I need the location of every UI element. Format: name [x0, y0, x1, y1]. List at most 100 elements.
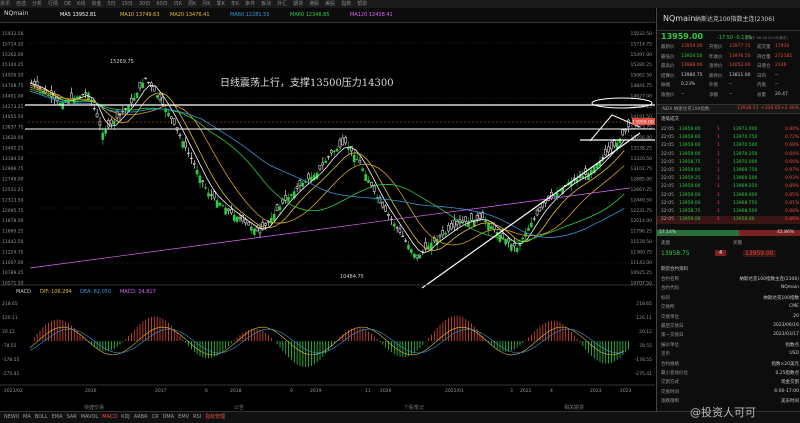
price-axis-label: 11360.75	[631, 249, 653, 255]
indicator-tab[interactable]: KDJ	[121, 414, 130, 420]
top-menu-item[interactable]: 年K	[230, 1, 240, 7]
top-menu-item[interactable]: 30日	[138, 1, 151, 7]
indicator-tab[interactable]: 指标管理	[205, 414, 226, 420]
book-row[interactable]: 13958.75 4 13959.00	[657, 248, 800, 260]
trade-cell: 13959.00	[679, 192, 701, 198]
indicator-tab[interactable]: MAVOL	[80, 414, 99, 420]
top-menu-item[interactable]: 自选	[16, 1, 27, 7]
left-axis-label: 11878.00	[2, 218, 24, 224]
indicator-tab[interactable]: EMV	[178, 414, 190, 420]
bottom-tab[interactable]: 相关期货	[564, 405, 585, 411]
indicator-tab[interactable]: EMA	[51, 414, 63, 420]
indicator-tab[interactable]: ARBR	[133, 414, 148, 420]
top-menu-item[interactable]: 月K	[202, 1, 211, 7]
candle-body	[310, 176, 313, 181]
top-menu-item[interactable]: DE	[64, 1, 72, 7]
stat-label: 最低价	[661, 54, 675, 60]
contract-label: 涨跌限制	[661, 399, 679, 405]
top-menu-item[interactable]: K线	[77, 1, 86, 7]
trade-cell: 1	[717, 217, 720, 223]
price-axis-label: 14627.00	[631, 93, 653, 99]
left-axis-label: 14273.25	[2, 104, 24, 110]
trade-cell: 0.64%	[785, 151, 800, 157]
price-axis-label: 15932.50	[631, 31, 653, 37]
trade-cell: 13958.75	[679, 159, 701, 165]
bottom-tab[interactable]: 个股笔记	[404, 405, 425, 411]
trade-cell: 13969.500	[733, 176, 758, 182]
indicator-tab[interactable]: RSI	[193, 414, 202, 420]
trade-cell: 0.86%	[785, 217, 800, 223]
top-menu-item[interactable]: 板块	[261, 1, 272, 7]
trades-title[interactable]: 逐笔成交	[661, 117, 679, 122]
candle-body	[607, 146, 610, 153]
top-menu-item[interactable]: 15日	[121, 1, 133, 7]
left-axis-label: 15932.56	[2, 31, 24, 37]
left-axis-label: 14708.75	[2, 83, 24, 89]
chart-symbol[interactable]: NQmain	[4, 10, 29, 17]
date-axis-label: 2019	[310, 388, 322, 394]
trade-cell: 1	[717, 200, 720, 206]
bottom-tab[interactable]: 快捷交易	[84, 405, 105, 411]
top-menu-item[interactable]: 条件	[245, 1, 256, 7]
candle-body	[92, 108, 96, 110]
candle-body	[624, 129, 627, 132]
target-ellipse	[591, 97, 653, 109]
contract-value: USD	[789, 351, 799, 357]
top-menu-item[interactable]: 美股	[325, 1, 336, 7]
candle-body	[138, 81, 142, 89]
indicator-tab[interactable]: SAR	[66, 414, 77, 420]
top-menu-item[interactable]: 港股	[309, 1, 320, 7]
top-menu-item[interactable]: 周K	[187, 1, 197, 7]
indicator-tab[interactable]: BOLL	[34, 414, 48, 420]
candle-body	[258, 227, 262, 234]
candle-body	[155, 95, 159, 98]
candle-body	[247, 222, 250, 226]
candle-body	[478, 213, 482, 219]
price-axis-label: 13538.25	[631, 145, 653, 151]
kline-chart-svg[interactable]: 15932.50 15714.75 15497.00 15280.25 15062.50…	[0, 23, 655, 411]
candle-body	[484, 220, 487, 222]
candle-body	[75, 96, 79, 99]
candle-body	[252, 228, 256, 235]
top-menu-item[interactable]: 分析	[32, 1, 43, 7]
trade-cell: 22:05	[661, 143, 674, 149]
quote-header: NQmain 纳斯达克100指数主连(2306)	[657, 8, 800, 31]
top-menu-item[interactable]: 期货	[293, 1, 304, 7]
top-menu-item[interactable]: 60日	[156, 1, 168, 7]
top-menu-item[interactable]: 资讯	[0, 1, 11, 7]
top-menu-item[interactable]: 帮助	[357, 1, 368, 7]
indicator-tab[interactable]: MACD	[102, 414, 118, 420]
bottom-tab[interactable]: 公告	[234, 405, 245, 411]
candle-body	[235, 216, 239, 222]
top-menu-item[interactable]: 日K	[173, 1, 182, 7]
top-menu-item[interactable]: 行情	[48, 1, 59, 7]
stat-label: 日内	[757, 73, 766, 79]
candle-body	[515, 247, 519, 252]
trend-line	[421, 132, 641, 289]
candle-body	[510, 243, 513, 251]
stat-value: 14052.00	[729, 63, 751, 68]
contract-label: 报价单位	[661, 342, 679, 348]
kline-chart[interactable]: 15932.50 15714.75 15497.00 15280.25 15062.50…	[0, 23, 655, 411]
index-bar[interactable]: .NDX 纳斯达克100指数 13938.53 +334.05 +2.46%	[657, 104, 800, 114]
price-axis-label: 14844.75	[631, 83, 653, 89]
stat-label: 内盘	[757, 83, 766, 88]
price-axis-label: 15062.50	[631, 73, 653, 79]
price-axis-label: 15280.25	[631, 62, 653, 68]
trade-cell: 13959.00	[679, 127, 701, 132]
indicator-tab[interactable]: MA	[23, 414, 31, 420]
candle-body	[470, 213, 473, 221]
indicator-tab[interactable]: CR	[151, 414, 159, 420]
top-menu-item[interactable]: 外汇	[277, 1, 288, 7]
top-menu-item[interactable]: 季K	[216, 1, 225, 7]
candle-body	[552, 195, 556, 197]
indicator-tab[interactable]: DMA	[162, 414, 175, 420]
trade-cell: 0.81%	[785, 200, 800, 206]
top-menu-item[interactable]: 指数	[341, 1, 352, 7]
ask-row: 卖盘 买盘	[657, 240, 800, 252]
top-menu-item[interactable]: 5日	[107, 1, 116, 7]
trade-cell: 13968.500	[733, 209, 758, 214]
top-menu-item[interactable]: 资金	[91, 1, 102, 7]
indicator-tab[interactable]: NEW0	[4, 414, 20, 420]
candle-body	[147, 81, 150, 84]
